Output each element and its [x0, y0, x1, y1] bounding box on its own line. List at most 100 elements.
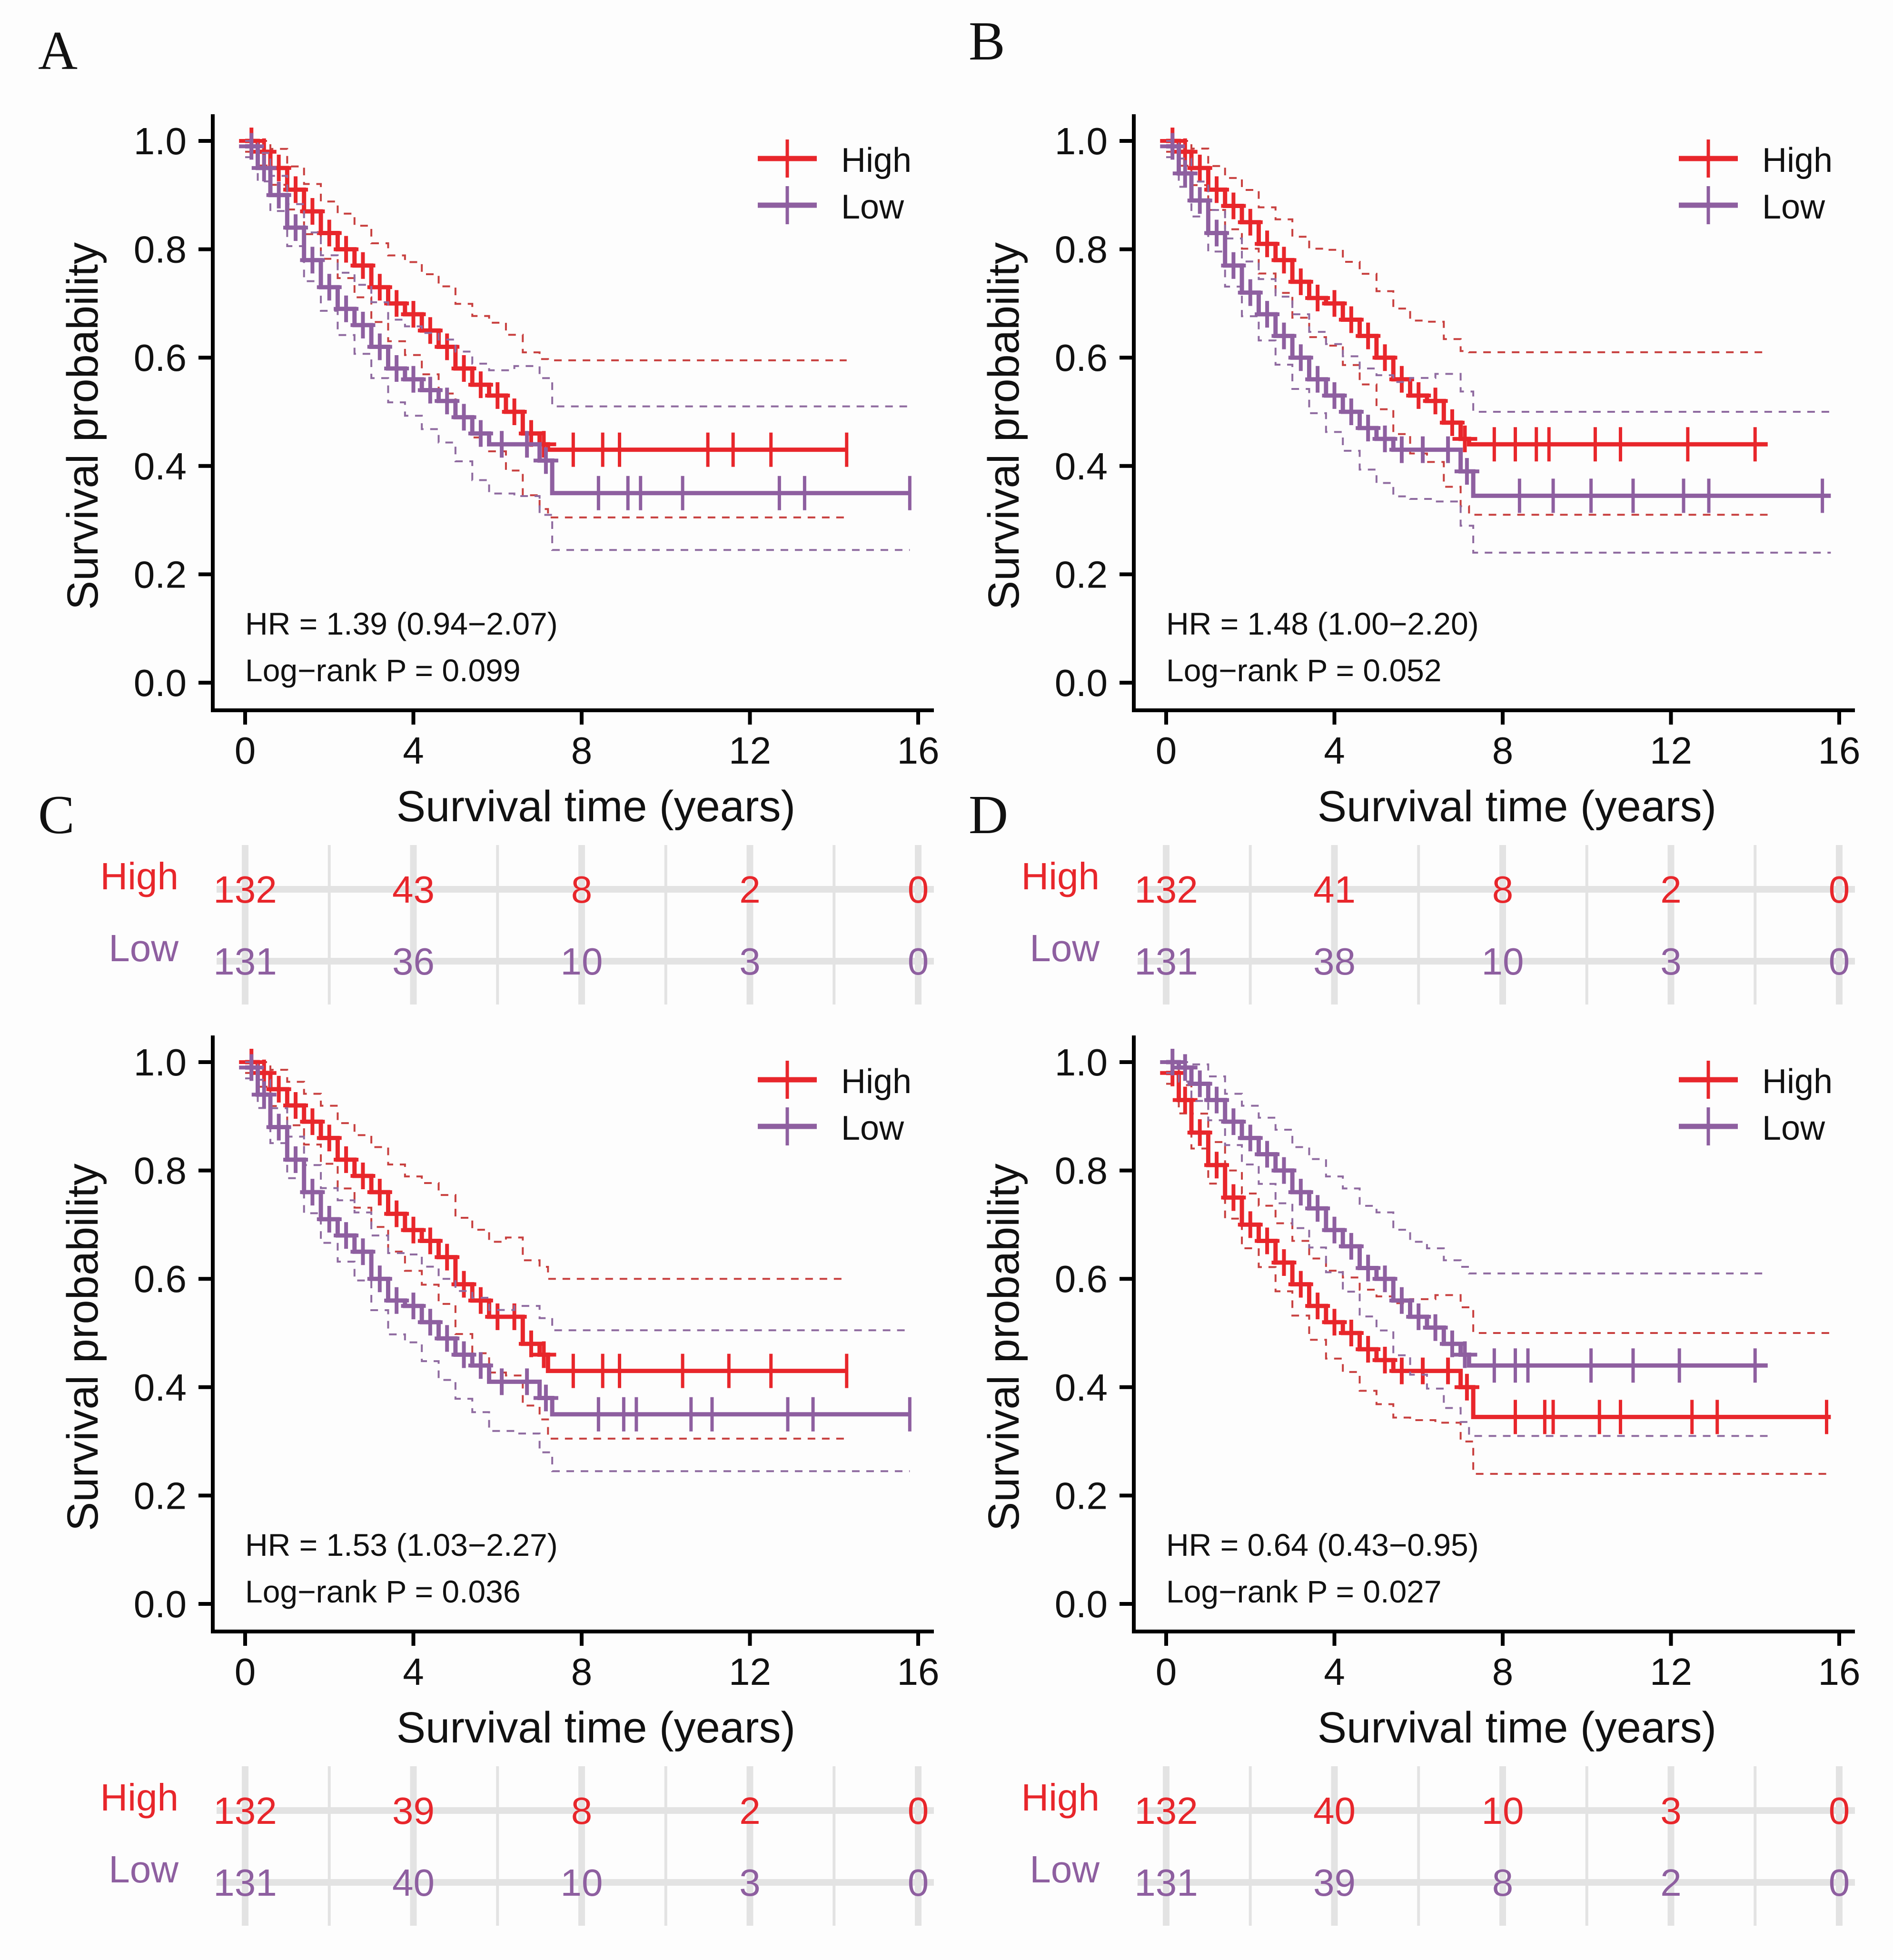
risk-count: 3 — [739, 940, 761, 983]
y-tick-label: 0.6 — [134, 1258, 187, 1300]
y-tick-label: 0.2 — [134, 1474, 187, 1517]
y-tick-label: 0.6 — [134, 337, 187, 379]
risk-count: 36 — [392, 940, 435, 983]
y-tick-label: 0.8 — [1055, 229, 1108, 271]
risk-count: 0 — [1829, 940, 1850, 983]
y-tick-label: 0.2 — [1055, 1474, 1108, 1517]
y-tick-label: 0.0 — [1055, 662, 1108, 704]
panel-A: A 0.0 0.2 0.4 0.6 0.8 1.0 0 4 8 12 16 Survival time … — [38, 20, 939, 1005]
risk-row-label: High — [100, 855, 178, 897]
ci-lower-line — [1166, 1072, 1768, 1437]
x-tick-label: 16 — [1818, 1651, 1861, 1693]
x-tick-label: 16 — [1818, 729, 1861, 772]
ci-upper-line — [245, 1061, 847, 1280]
y-tick-label: 0.0 — [134, 1583, 187, 1625]
risk-count: 0 — [1829, 1861, 1850, 1904]
risk-count: 8 — [1492, 1861, 1514, 1904]
risk-row-label: Low — [109, 1848, 178, 1890]
risk-count: 8 — [571, 1790, 593, 1832]
risk-count: 0 — [1829, 868, 1850, 911]
risk-row-label: High — [100, 1776, 178, 1819]
series-high — [239, 1049, 849, 1440]
ci-lower-line — [1166, 1083, 1831, 1475]
risk-row-label: Low — [1030, 927, 1100, 969]
x-tick-label: 0 — [235, 1651, 256, 1693]
legend-label: High — [841, 1063, 912, 1101]
y-tick-label: 0.0 — [134, 662, 187, 704]
risk-count: 131 — [1134, 1861, 1198, 1904]
y-tick-label: 0.2 — [134, 553, 187, 596]
x-tick-label: 16 — [897, 1651, 940, 1693]
panel-letter: A — [38, 20, 78, 81]
ci-upper-line — [245, 1061, 910, 1332]
logrank-p-annotation: Log−rank P = 0.036 — [245, 1574, 521, 1609]
risk-count: 39 — [392, 1790, 435, 1832]
y-tick-label: 0.2 — [1055, 553, 1108, 596]
risk-count: 0 — [908, 940, 929, 983]
ci-lower-line — [245, 150, 847, 518]
risk-count: 8 — [571, 868, 593, 911]
x-tick-label: 8 — [571, 1651, 593, 1693]
legend-item-low: Low — [1679, 1107, 1825, 1147]
ci-upper-line — [1166, 140, 1768, 353]
risk-count: 3 — [1660, 1790, 1682, 1832]
risk-count: 131 — [213, 1861, 277, 1904]
legend-label: Low — [841, 188, 904, 226]
risk-count: 10 — [1482, 940, 1524, 983]
risk-count: 2 — [739, 1790, 761, 1832]
y-tick-label: 0.8 — [134, 229, 187, 271]
ci-upper-line — [245, 140, 910, 408]
risk-count: 0 — [908, 868, 929, 911]
x-axis-title: Survival time (years) — [1318, 1703, 1716, 1752]
legend-label: Low — [1762, 188, 1825, 226]
x-tick-label: 0 — [1156, 1651, 1177, 1693]
legend-item-high: High — [758, 139, 912, 179]
risk-count: 43 — [392, 868, 435, 911]
risk-count: 8 — [1492, 868, 1514, 911]
legend-label: High — [1762, 1063, 1833, 1101]
legend-item-high: High — [758, 1061, 912, 1101]
x-tick-label: 8 — [571, 729, 593, 772]
panel-letter: B — [969, 11, 1005, 71]
series-high — [1160, 1059, 1831, 1475]
y-tick-label: 1.0 — [134, 120, 187, 162]
risk-count: 2 — [1660, 868, 1682, 911]
logrank-p-annotation: Log−rank P = 0.027 — [1166, 1574, 1442, 1609]
panel-B: B 0.0 0.2 0.4 0.6 0.8 1.0 0 4 8 12 16 Survival time … — [969, 11, 1860, 1005]
y-tick-label: 0.0 — [1055, 1583, 1108, 1625]
x-tick-label: 4 — [1324, 729, 1345, 772]
panel-C: C 0.0 0.2 0.4 0.6 0.8 1.0 0 4 8 12 16 Survival time … — [38, 785, 939, 1926]
y-tick-label: 0.4 — [134, 445, 187, 488]
risk-count: 131 — [213, 940, 277, 983]
risk-count: 132 — [1134, 1790, 1198, 1832]
ci-upper-line — [1166, 1061, 1831, 1334]
x-tick-label: 12 — [729, 729, 771, 772]
x-tick-label: 16 — [897, 729, 940, 772]
legend-item-low: Low — [758, 186, 904, 226]
risk-count: 0 — [1829, 1790, 1850, 1832]
y-tick-label: 0.6 — [1055, 337, 1108, 379]
x-axis-title: Survival time (years) — [396, 1703, 795, 1752]
risk-count: 2 — [739, 868, 761, 911]
panel-letter: D — [969, 785, 1008, 845]
panel-letter: C — [38, 785, 75, 845]
ci-upper-line — [245, 140, 847, 361]
y-tick-label: 1.0 — [1055, 120, 1108, 162]
risk-count: 3 — [739, 1861, 761, 1904]
series-low — [1160, 133, 1831, 554]
hazard-ratio-annotation: HR = 1.53 (1.03−2.27) — [245, 1527, 558, 1562]
y-tick-label: 0.8 — [1055, 1150, 1108, 1192]
x-tick-label: 4 — [1324, 1651, 1345, 1693]
y-tick-label: 1.0 — [134, 1041, 187, 1084]
risk-count: 40 — [1313, 1790, 1356, 1832]
risk-row-label: Low — [109, 927, 178, 969]
risk-count: 132 — [213, 868, 277, 911]
risk-count: 41 — [1313, 868, 1356, 911]
risk-count: 38 — [1313, 940, 1356, 983]
hazard-ratio-annotation: HR = 0.64 (0.43−0.95) — [1166, 1527, 1479, 1562]
x-tick-label: 8 — [1492, 1651, 1514, 1693]
x-tick-label: 0 — [1156, 729, 1177, 772]
risk-count: 10 — [561, 940, 603, 983]
x-tick-label: 4 — [403, 729, 424, 772]
legend: High Low — [1679, 1061, 1833, 1147]
